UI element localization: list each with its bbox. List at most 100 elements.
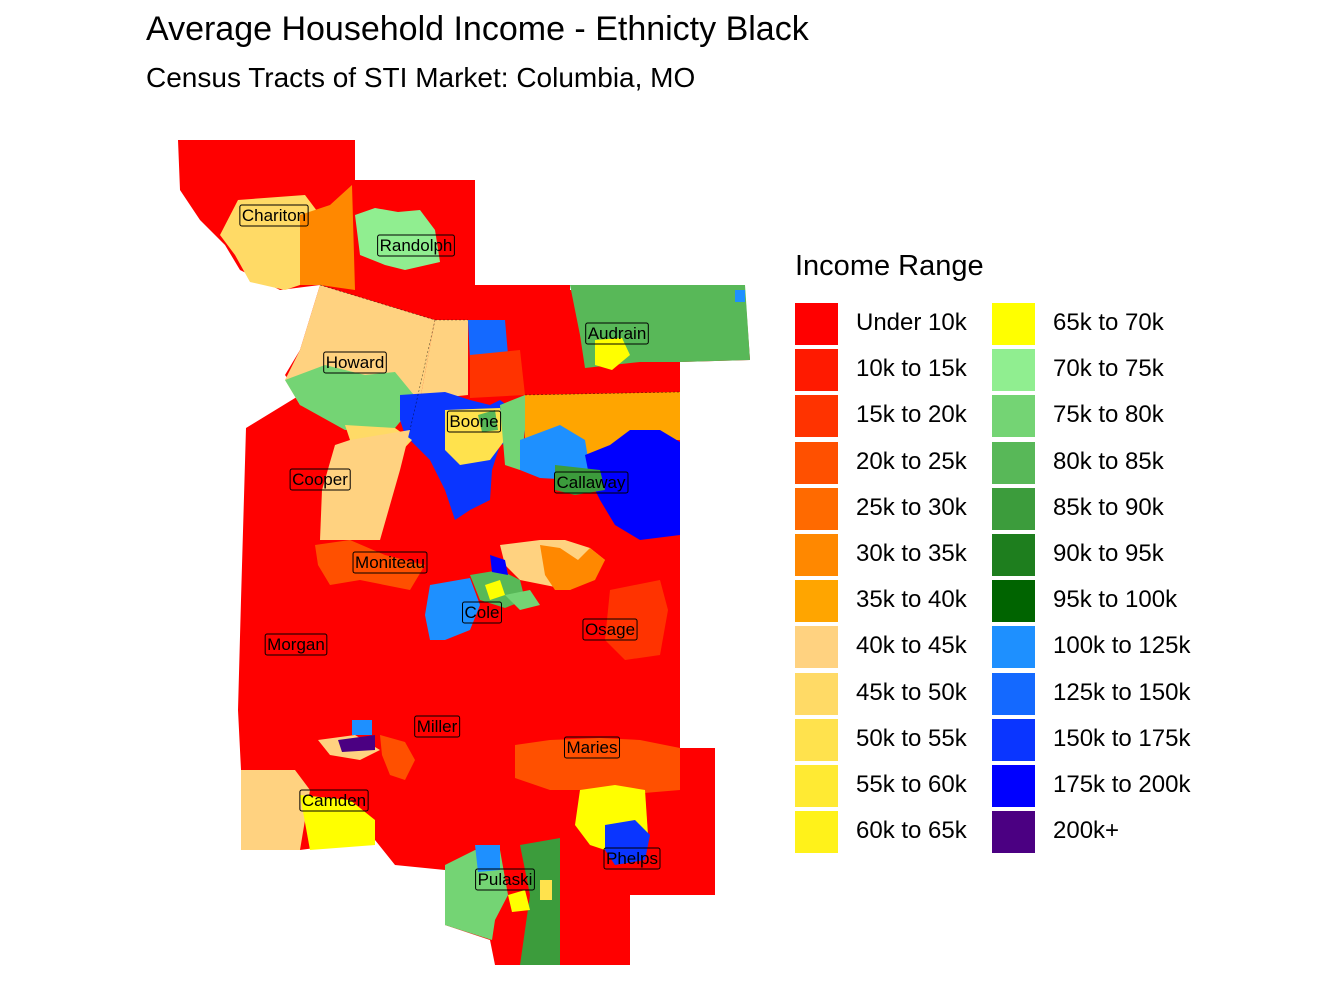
county-label-box [377, 234, 455, 257]
legend-label: 25k to 30k [856, 493, 967, 521]
county-label-randolph: Randolph [377, 234, 455, 257]
county-label-morgan: Morgan [264, 633, 328, 656]
legend-label: 85k to 90k [1053, 493, 1164, 521]
legend-swatch [795, 580, 838, 623]
county-label-box [299, 789, 369, 812]
legend-label: 30k to 35k [856, 540, 967, 567]
county-label-audrain: Audrain [585, 322, 649, 345]
county-label-box [352, 551, 428, 574]
legend-label: 70k to 75k [1053, 355, 1164, 383]
page-subtitle: Census Tracts of STI Market: Columbia, M… [146, 62, 696, 93]
county-label-callaway: Callaway [554, 471, 629, 494]
county-label-cooper: Cooper [289, 468, 351, 491]
legend-label: 75k to 80k [1053, 401, 1164, 429]
county-name: Osage [585, 620, 635, 639]
county-label-box [239, 204, 309, 227]
legend-label: 45k to 50k [856, 678, 967, 706]
county-name: Chariton [242, 206, 306, 225]
county-name: Morgan [267, 635, 325, 654]
legend-swatch [795, 395, 838, 438]
county-label-maries: Maries [563, 736, 621, 759]
legend-label: 10k to 15k [856, 355, 967, 383]
county-name: Boone [449, 412, 498, 431]
legend-title: Income Range [795, 250, 984, 282]
legend-swatch [795, 487, 838, 530]
county-name: Moniteau [355, 553, 425, 572]
legend-label: 80k to 85k [1053, 447, 1164, 475]
legend-swatch [795, 303, 838, 345]
page-title: Average Household Income - Ethnicty Blac… [146, 10, 809, 48]
legend-label: 125k to 150k [1053, 678, 1191, 706]
county-label-box [582, 618, 638, 641]
county-name: Howard [326, 353, 385, 372]
legend-swatch [992, 626, 1035, 669]
legend-swatch [992, 349, 1035, 392]
legend-swatch [992, 765, 1035, 807]
legend-swatch [992, 487, 1035, 530]
legend: Income Range Under 10k 10k to 15k 15k to 2… [795, 250, 1315, 870]
legend-label: 65k to 70k [1053, 309, 1164, 336]
legend-swatch [992, 580, 1035, 623]
county-label-box [603, 847, 661, 870]
county-labels: Chariton Randolph Audrain Howard Boone Cooper… [239, 204, 661, 891]
county-name: Pulaski [478, 870, 533, 889]
county-label-osage: Osage [582, 618, 638, 641]
county-name: Cole [465, 603, 500, 622]
legend-swatch [795, 718, 838, 761]
legend-label: 150k to 175k [1053, 724, 1191, 752]
county-label-camden: Camden [299, 789, 369, 812]
county-label-cole: Cole [462, 601, 502, 624]
legend-swatch [992, 534, 1035, 576]
legend-label: 40k to 45k [856, 632, 967, 660]
county-name: Randolph [380, 236, 453, 255]
legend-label: 175k to 200k [1053, 771, 1191, 798]
county-name: Miller [417, 717, 458, 736]
legend-label: 35k to 40k [856, 586, 967, 614]
county-name: Phelps [606, 849, 658, 868]
legend-swatch [992, 303, 1035, 345]
county-label-phelps: Phelps [603, 847, 661, 870]
county-name: Callaway [557, 473, 626, 492]
county-name: Maries [566, 738, 617, 757]
county-label-box [475, 868, 535, 891]
legend-swatch [992, 441, 1035, 484]
legend-label: 95k to 100k [1053, 586, 1178, 614]
legend-label: 100k to 125k [1053, 632, 1191, 660]
legend-swatch [795, 811, 838, 854]
county-name: Camden [302, 791, 366, 810]
county-label-box [563, 736, 621, 759]
county-label-box [554, 471, 629, 494]
county-boundaries [319, 284, 681, 431]
legend-label: 200k+ [1053, 817, 1120, 845]
legend-swatch [795, 534, 838, 576]
legend-swatch [795, 441, 838, 484]
county-label-chariton: Chariton [239, 204, 309, 227]
county-label-miller: Miller [414, 715, 461, 738]
county-label-box [446, 410, 502, 433]
county-label-box [289, 468, 351, 491]
legend-swatch [795, 626, 838, 669]
legend-label: Under 10k [856, 309, 967, 336]
county-label-box [264, 633, 328, 656]
legend-label: 50k to 55k [856, 724, 967, 752]
county-label-box [462, 601, 502, 624]
county-label-moniteau: Moniteau [352, 551, 428, 574]
legend-label: 20k to 25k [856, 447, 967, 475]
legend-swatch [992, 395, 1035, 438]
county-name: Audrain [588, 324, 647, 343]
county-name: Cooper [292, 470, 348, 489]
county-label-boone: Boone [446, 410, 502, 433]
legend-label: 15k to 20k [856, 401, 967, 429]
tract-polygons [178, 140, 750, 965]
legend-swatch [795, 349, 838, 392]
legend-swatch [795, 672, 838, 715]
legend-label: 60k to 65k [856, 817, 967, 845]
county-label-box [323, 351, 387, 374]
legend-label: 55k to 60k [856, 771, 967, 798]
county-label-box [414, 715, 461, 738]
county-label-box [585, 322, 649, 345]
legend-swatch [992, 718, 1035, 761]
legend-swatch [795, 765, 838, 807]
choropleth-map: Chariton Randolph Audrain Howard Boone Cooper… [178, 140, 750, 965]
county-label-pulaski: Pulaski [475, 868, 535, 891]
